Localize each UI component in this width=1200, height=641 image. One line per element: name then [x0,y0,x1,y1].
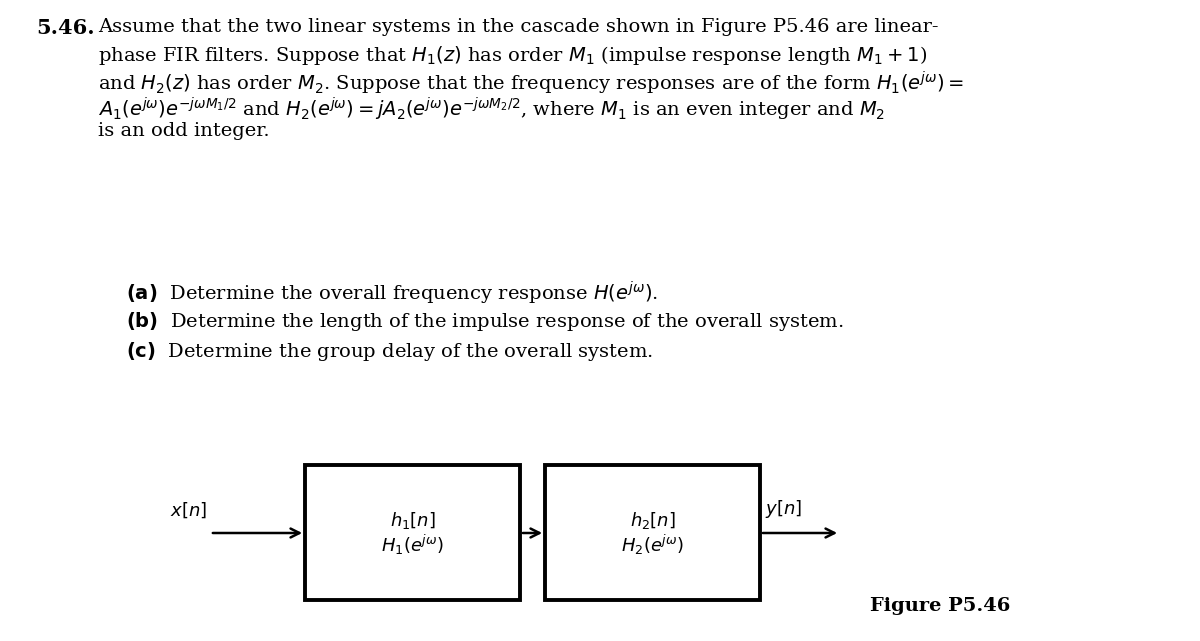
Text: Assume that the two linear systems in the cascade shown in Figure P5.46 are line: Assume that the two linear systems in th… [98,18,938,36]
Text: and $H_2(z)$ has order $M_2$. Suppose that the frequency responses are of the fo: and $H_2(z)$ has order $M_2$. Suppose th… [98,70,965,97]
Text: is an odd integer.: is an odd integer. [98,122,270,140]
Text: $x[n]$: $x[n]$ [170,501,208,520]
Text: $h_2[n]$: $h_2[n]$ [630,510,676,531]
Bar [305,465,520,600]
Text: $H_1(e^{j\omega})$: $H_1(e^{j\omega})$ [382,533,444,556]
Text: 5.46.: 5.46. [36,18,95,38]
Text: $\mathbf{(a)}$  Determine the overall frequency response $H(e^{j\omega})$.: $\mathbf{(a)}$ Determine the overall fre… [126,280,658,307]
Bar [545,465,760,600]
Text: $\mathbf{(b)}$  Determine the length of the impulse response of the overall syst: $\mathbf{(b)}$ Determine the length of t… [126,310,844,333]
Text: phase FIR filters. Suppose that $H_1(z)$ has order $M_1$ (impulse response lengt: phase FIR filters. Suppose that $H_1(z)$… [98,44,928,67]
Text: $H_2(e^{j\omega})$: $H_2(e^{j\omega})$ [622,533,684,556]
Text: Figure P5.46: Figure P5.46 [870,597,1010,615]
Text: $A_1(e^{j\omega})e^{-j\omega M_1/2}$ and $H_2(e^{j\omega}) = jA_2(e^{j\omega})e^: $A_1(e^{j\omega})e^{-j\omega M_1/2}$ and… [98,96,886,123]
Text: $y[n]$: $y[n]$ [766,498,802,520]
Text: $\mathbf{(c)}$  Determine the group delay of the overall system.: $\mathbf{(c)}$ Determine the group delay… [126,340,653,363]
Text: $h_1[n]$: $h_1[n]$ [390,510,436,531]
